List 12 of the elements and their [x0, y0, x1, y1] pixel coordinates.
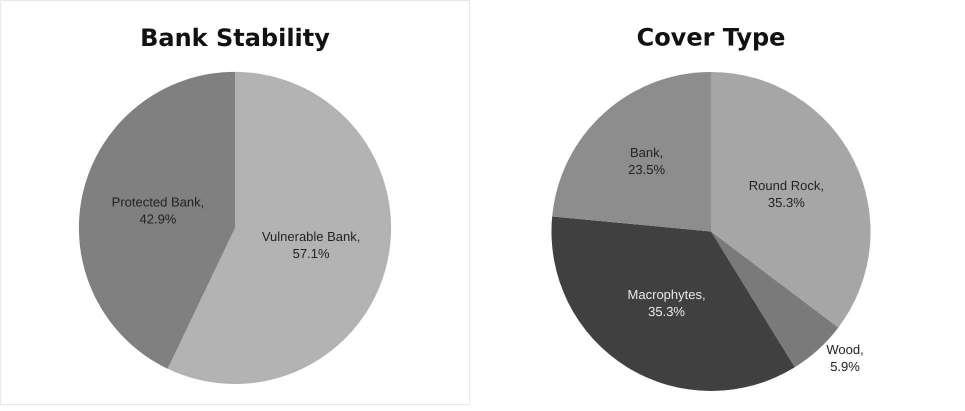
pie-slice	[552, 72, 711, 232]
slice-label: Protected Bank, 42.9%	[112, 194, 204, 226]
slice-label: Wood, 5.9%	[826, 342, 864, 374]
pie-slice	[711, 72, 870, 328]
pie-slice	[552, 216, 795, 391]
slice-label: Bank, 23.5%	[628, 144, 666, 177]
slice-label: Macrophytes, 35.3%	[628, 287, 706, 319]
chart-title: Bank Stability	[140, 24, 330, 52]
chart-title: Cover Type	[636, 24, 786, 52]
slice-label: Round Rock, 35.3%	[748, 178, 824, 210]
pie-slice	[78, 72, 235, 369]
slice-label: Vulnerable Bank, 57.1%	[262, 229, 360, 262]
